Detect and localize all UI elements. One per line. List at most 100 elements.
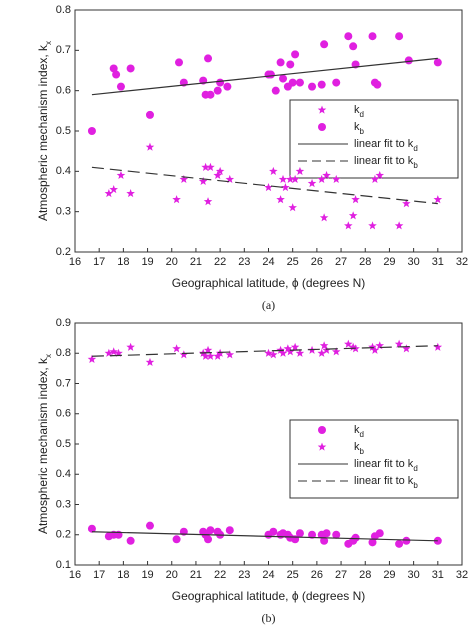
point — [216, 78, 225, 87]
y-tick-label: 0.8 — [56, 347, 71, 359]
point — [290, 342, 300, 351]
point — [145, 357, 155, 366]
legend-label: kb — [354, 441, 365, 456]
point — [126, 64, 135, 73]
y-tick-label: 0.7 — [56, 377, 71, 389]
point — [404, 56, 413, 65]
legend-label: kd — [354, 424, 364, 439]
point — [375, 529, 384, 538]
x-tick-label: 29 — [383, 569, 395, 581]
y-tick-label: 0.7 — [56, 44, 71, 56]
x-tick-label: 26 — [311, 256, 323, 268]
x-axis-title: Geographical latitude, ϕ (degrees N) — [172, 276, 366, 290]
point — [332, 78, 341, 87]
point — [370, 345, 380, 354]
x-tick-label: 24 — [262, 256, 274, 268]
point — [175, 58, 184, 67]
point — [203, 197, 213, 206]
point — [145, 521, 154, 530]
point — [402, 536, 411, 545]
point — [179, 174, 189, 184]
y-tick-label: 0.5 — [56, 125, 71, 137]
point — [225, 174, 235, 184]
legend-label: linear fit to kd — [354, 458, 418, 473]
y-tick-label: 0.5 — [56, 438, 71, 450]
y-tick-label: 0.4 — [56, 165, 71, 177]
point — [317, 174, 326, 184]
point — [370, 174, 380, 184]
chart-panel: 16 17 18 19 20 21 22 23 24 25 26 27 28 29 30 31 32 0.2 0.3… — [36, 4, 468, 312]
point — [87, 354, 97, 363]
point — [225, 526, 234, 535]
point — [308, 530, 317, 539]
legend-marker — [317, 442, 327, 451]
point — [206, 526, 215, 535]
x-tick-label: 22 — [214, 256, 226, 268]
x-tick-label: 31 — [432, 256, 444, 268]
point — [344, 32, 353, 41]
x-tick-label: 30 — [408, 569, 420, 581]
point — [204, 535, 213, 544]
x-tick-label: 20 — [166, 256, 178, 268]
point — [433, 195, 443, 204]
point — [402, 199, 411, 208]
point — [349, 42, 358, 51]
point — [126, 342, 135, 351]
y-tick-label: 0.4 — [56, 468, 71, 480]
point — [317, 80, 326, 89]
point — [288, 203, 297, 212]
x-tick-label: 20 — [166, 569, 178, 581]
point — [433, 58, 442, 67]
point — [373, 80, 382, 89]
point — [285, 347, 295, 356]
point — [266, 70, 275, 79]
x-tick-label: 18 — [117, 256, 129, 268]
point — [290, 174, 300, 184]
point — [295, 166, 305, 175]
point — [213, 86, 222, 95]
legend-marker — [318, 123, 326, 131]
point — [394, 339, 404, 348]
legend-label: kd — [354, 104, 364, 119]
y-tick-label: 0.2 — [56, 529, 71, 541]
x-tick-label: 17 — [93, 569, 105, 581]
point — [368, 538, 377, 547]
x-tick-label: 25 — [287, 569, 299, 581]
point — [172, 535, 181, 544]
point — [206, 90, 215, 99]
point — [317, 348, 326, 357]
x-tick-label: 19 — [141, 569, 153, 581]
point — [198, 176, 208, 186]
legend-box — [289, 99, 459, 179]
point — [278, 348, 288, 357]
point — [213, 170, 222, 180]
point — [368, 221, 377, 230]
x-tick-label: 23 — [238, 256, 250, 268]
point — [279, 74, 288, 83]
caption: (a) — [262, 298, 275, 312]
y-tick-label: 0.1 — [56, 559, 71, 571]
x-tick-label: 21 — [190, 569, 202, 581]
point — [395, 32, 404, 41]
point — [104, 348, 114, 357]
legend-marker — [318, 426, 326, 434]
legend-label: linear fit to kd — [354, 138, 418, 153]
point — [276, 195, 285, 204]
point — [286, 60, 295, 69]
point — [288, 78, 297, 87]
point — [344, 339, 353, 348]
point — [295, 529, 304, 538]
point — [172, 344, 181, 353]
fit-line — [91, 166, 438, 205]
chart-panel: 16 17 18 19 20 21 22 23 24 25 26 27 28 29 30 31 32 0.1 0.2… — [36, 317, 468, 625]
x-tick-label: 27 — [335, 256, 347, 268]
x-tick-label: 30 — [408, 256, 420, 268]
x-tick-label: 27 — [335, 569, 347, 581]
x-tick-label: 32 — [456, 256, 468, 268]
x-tick-label: 28 — [359, 256, 371, 268]
point — [276, 58, 285, 67]
point — [112, 70, 121, 79]
point — [351, 195, 360, 204]
point — [368, 342, 377, 351]
